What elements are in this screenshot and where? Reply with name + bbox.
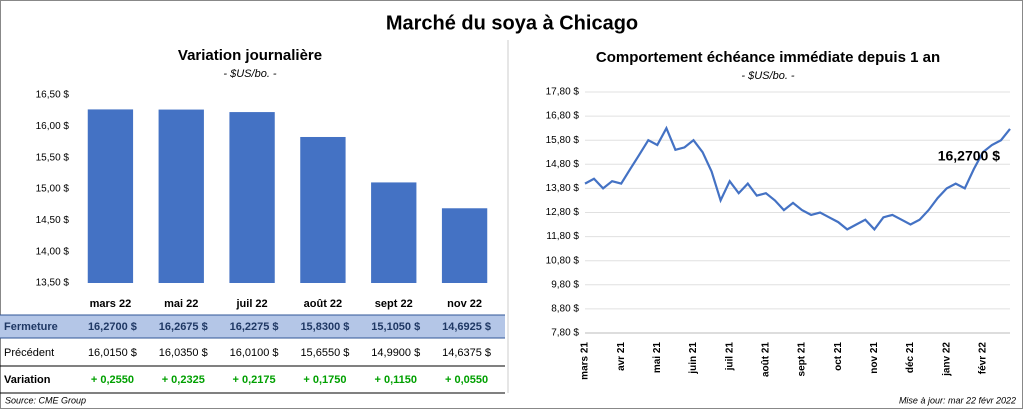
price-line <box>584 125 1011 232</box>
x-tick-label: nov 22 <box>447 298 482 310</box>
bar <box>371 182 417 283</box>
table-cell: + 0,1150 <box>374 374 417 386</box>
y-tick-label: 11,80 $ <box>546 231 579 242</box>
table-cell: 14,9900 $ <box>371 347 420 359</box>
source: Source: CME Group <box>5 395 86 405</box>
x-tick-label: mai 22 <box>164 298 198 310</box>
table-cell: + 0,0550 <box>445 374 488 386</box>
y-tick-label: 14,50 $ <box>36 215 70 226</box>
x-tick-label: août 21 <box>760 342 771 377</box>
y-tick-label: 7,80 $ <box>551 328 579 339</box>
annotation: 16,2700 $ <box>938 148 1000 164</box>
bar <box>87 109 134 283</box>
x-tick-label: sept 22 <box>375 298 413 310</box>
row-label: Variation <box>4 374 51 386</box>
x-tick-label: mai 21 <box>652 342 663 374</box>
x-tick-label: août 22 <box>304 298 343 310</box>
close-value: 15,8300 $ <box>300 321 349 333</box>
x-tick-label: mars 21 <box>580 342 591 380</box>
x-tick-label: déc 21 <box>905 342 916 374</box>
y-tick-label: 8,80 $ <box>551 304 579 315</box>
x-tick-label: oct 21 <box>833 342 844 371</box>
table-cell: 16,0100 $ <box>230 347 279 359</box>
row-label: Fermeture <box>4 321 58 333</box>
bar <box>441 208 488 283</box>
table-cell: + 0,2175 <box>233 374 276 386</box>
x-tick-label: avr 21 <box>616 342 627 371</box>
table-cell: 15,6550 $ <box>300 347 349 359</box>
x-tick-label: mars 22 <box>90 298 132 310</box>
y-tick-label: 15,80 $ <box>546 135 580 146</box>
table-cell: + 0,2325 <box>162 374 205 386</box>
row-label: Précédent <box>4 347 54 359</box>
close-value: 16,2675 $ <box>159 321 208 333</box>
updated: Mise à jour: mar 22 févr 2022 <box>899 395 1016 405</box>
y-tick-label: 10,80 $ <box>546 255 580 266</box>
close-value: 14,6925 $ <box>442 321 491 333</box>
y-tick-label: 12,80 $ <box>546 207 580 218</box>
y-tick-label: 14,00 $ <box>36 246 70 257</box>
x-tick-label: juin 21 <box>688 342 699 375</box>
x-tick-label: févr 22 <box>978 342 989 375</box>
table-cell: + 0,2550 <box>91 374 134 386</box>
table-cell: 16,0350 $ <box>159 347 208 359</box>
bar <box>158 109 204 283</box>
x-tick-label: juil 21 <box>724 342 735 372</box>
y-tick-label: 13,50 $ <box>36 278 70 289</box>
y-tick-label: 9,80 $ <box>551 279 579 290</box>
y-tick-label: 14,80 $ <box>546 159 580 170</box>
x-tick-label: sept 21 <box>797 342 808 377</box>
y-tick-label: 13,80 $ <box>546 183 580 194</box>
y-tick-label: 16,00 $ <box>36 121 70 132</box>
bar <box>229 112 275 284</box>
close-value: 16,2700 $ <box>88 321 137 333</box>
chart-title: Comportement échéance immédiate depuis 1… <box>596 49 940 66</box>
bar <box>300 136 346 283</box>
y-tick-label: 17,80 $ <box>546 87 580 98</box>
close-row-bg <box>0 315 505 338</box>
chart-title: Variation journalière <box>178 47 322 64</box>
page-title: Marché du soya à Chicago <box>386 12 638 34</box>
chart-subtitle: - $US/bo. - <box>223 68 277 80</box>
table-cell: 16,0150 $ <box>88 347 137 359</box>
x-tick-label: nov 21 <box>869 342 880 374</box>
close-value: 16,2275 $ <box>230 321 279 333</box>
y-tick-label: 16,80 $ <box>546 111 580 122</box>
table-cell: + 0,1750 <box>303 374 346 386</box>
chart-subtitle: - $US/bo. - <box>741 70 795 82</box>
y-tick-label: 15,00 $ <box>36 184 70 195</box>
y-tick-label: 15,50 $ <box>36 152 70 163</box>
x-tick-label: juil 22 <box>235 298 267 310</box>
table-cell: 14,6375 $ <box>442 347 491 359</box>
y-tick-label: 16,50 $ <box>36 90 70 101</box>
close-value: 15,1050 $ <box>371 321 420 333</box>
x-tick-label: janv 22 <box>941 342 952 377</box>
